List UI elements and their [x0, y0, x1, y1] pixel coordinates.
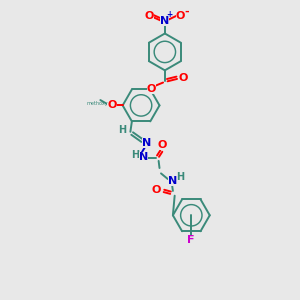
Text: O: O — [176, 11, 185, 21]
Text: O: O — [158, 140, 167, 150]
Text: N: N — [160, 16, 170, 26]
Text: N: N — [139, 152, 148, 162]
Text: O: O — [152, 185, 161, 195]
Text: N: N — [168, 176, 177, 186]
Text: H: H — [176, 172, 184, 182]
Text: O: O — [145, 11, 154, 21]
Text: +: + — [166, 10, 172, 19]
Text: O: O — [146, 84, 156, 94]
Text: O: O — [178, 73, 188, 83]
Text: N: N — [142, 138, 152, 148]
Text: H: H — [118, 125, 126, 135]
Text: methoxy: methoxy — [87, 101, 108, 106]
Text: -: - — [184, 7, 189, 17]
Text: O: O — [107, 100, 117, 110]
Text: H: H — [131, 150, 139, 160]
Text: F: F — [187, 235, 194, 245]
